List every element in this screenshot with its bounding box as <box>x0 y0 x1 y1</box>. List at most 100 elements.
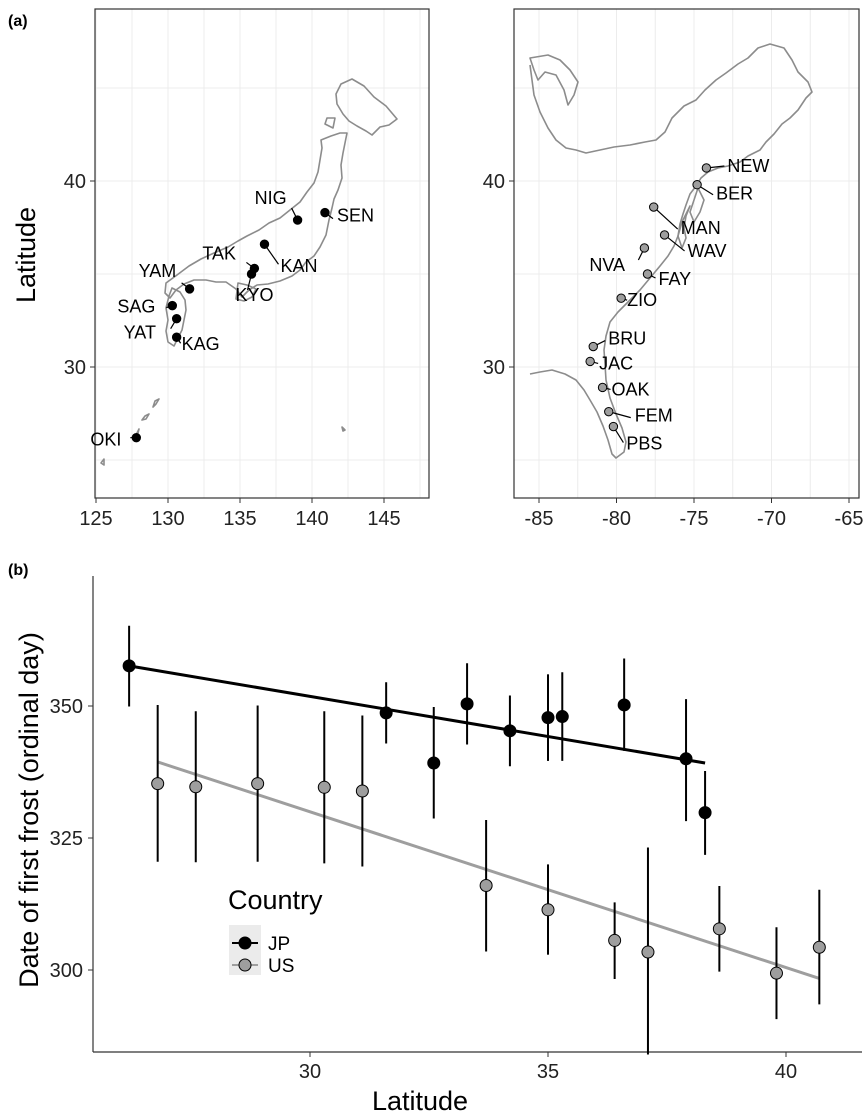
data-point-jp-0 <box>122 659 136 673</box>
x-tick-label: -65 <box>835 508 864 530</box>
data-point-us-11 <box>812 940 826 954</box>
trend-line-us <box>157 760 820 980</box>
site-label-fem: FEM <box>635 406 673 426</box>
x-tick-label: -85 <box>525 508 554 530</box>
site-label-wav: WAV <box>688 241 727 261</box>
site-label-zio: ZIO <box>627 290 657 310</box>
site-label-new: NEW <box>727 156 769 176</box>
site-marker-zio <box>616 293 626 303</box>
site-marker-jac <box>585 356 595 367</box>
site-label-kan: KAN <box>280 256 317 276</box>
site-marker-fay <box>642 269 653 279</box>
site-marker-oki <box>131 432 142 443</box>
x-tick-label: -80 <box>602 508 631 530</box>
site-leader-man <box>653 206 679 230</box>
site-label-sen: SEN <box>337 206 374 226</box>
x-tick-label: -70 <box>757 508 786 530</box>
data-point-us-4 <box>355 784 369 798</box>
x-tick-label: 35 <box>537 1061 559 1083</box>
site-marker-oak <box>597 382 608 393</box>
x-tick-label: 145 <box>367 508 400 530</box>
legend-label-jp: JP <box>268 934 290 955</box>
y-tick-label: 30 <box>64 357 86 379</box>
trend-line-jp <box>128 664 706 765</box>
site-label-jac: JAC <box>599 353 633 373</box>
data-point-us-6 <box>541 903 555 917</box>
site-label-tak: TAK <box>202 243 236 263</box>
site-label-pbs: PBS <box>626 434 662 454</box>
y-tick-label: 30 <box>483 357 505 379</box>
site-marker-sen <box>320 207 330 218</box>
data-point-jp-9 <box>698 806 712 820</box>
x-axis-title: Latitude <box>372 1086 468 1116</box>
site-marker-nva <box>639 243 650 253</box>
site-marker-new <box>701 163 712 173</box>
legend: Country JP US <box>228 885 323 977</box>
x-tick-label: 30 <box>299 1061 321 1083</box>
x-tick-label: 125 <box>79 508 112 530</box>
site-marker-kyo <box>246 269 257 279</box>
data-point-us-1 <box>189 780 203 794</box>
site-marker-kan <box>259 239 270 249</box>
x-tick-label: 135 <box>223 508 256 530</box>
data-point-jp-1 <box>379 706 393 720</box>
legend-item-jp: JP <box>232 934 290 955</box>
y-tick-label: 325 <box>50 828 83 850</box>
y-axis-title: Date of first frost (ordinal day) <box>14 632 44 988</box>
site-marker-wav <box>659 230 670 240</box>
y-tick-label: 40 <box>483 171 505 193</box>
site-label-ber: BER <box>716 184 753 204</box>
legend-title: Country <box>228 885 323 915</box>
data-point-jp-6 <box>555 710 569 724</box>
panel-a-label: (a) <box>8 13 28 30</box>
data-point-jp-7 <box>617 698 631 712</box>
data-point-jp-5 <box>541 711 555 725</box>
site-label-yam: YAM <box>139 261 177 281</box>
site-label-man: MAN <box>681 218 721 238</box>
panel-b-label: (b) <box>8 562 28 579</box>
site-label-sag: SAG <box>117 297 155 317</box>
data-point-us-2 <box>251 777 265 791</box>
site-label-fay: FAY <box>659 269 692 289</box>
y-tick-label: 300 <box>50 960 83 982</box>
data-point-us-9 <box>712 922 726 936</box>
data-point-jp-4 <box>503 724 517 738</box>
site-label-oki: OKI <box>90 430 121 450</box>
map-y-axis-title: Latitude <box>11 207 41 303</box>
x-tick-label: 40 <box>775 1061 797 1083</box>
data-point-us-7 <box>608 933 622 947</box>
x-tick-label: 140 <box>295 508 328 530</box>
data-point-jp-2 <box>427 756 441 770</box>
data-point-us-5 <box>479 879 493 893</box>
site-label-nig: NIG <box>255 188 287 208</box>
data-point-us-3 <box>317 780 331 794</box>
site-label-oak: OAK <box>612 379 650 399</box>
site-marker-man <box>649 202 659 212</box>
site-marker-fem <box>604 406 614 417</box>
site-marker-pbs <box>608 421 619 432</box>
data-point-jp-3 <box>460 697 474 711</box>
data-point-us-10 <box>769 966 783 980</box>
us-coastline <box>529 43 813 459</box>
us-map-panel: -85 -80 -75 -70 -65 30 40 NEW BER MAN WAV NVA FAYZI… <box>483 8 864 530</box>
site-label-yat: YAT <box>124 323 156 343</box>
y-tick-label: 350 <box>50 696 83 718</box>
data-point-us-8 <box>641 945 655 959</box>
data-point-jp-8 <box>679 752 693 766</box>
data-point-us-0 <box>151 777 165 791</box>
site-marker-sag <box>167 300 178 311</box>
japan-map-panel: 125 130 135 140 145 30 40 Latitude NIG SEN TAK KAN… <box>11 8 430 530</box>
x-tick-label: -75 <box>680 508 709 530</box>
site-marker-ber <box>692 180 702 190</box>
frost-date-plot: 30 35 40 300 325 350 Latitude Date of first f… <box>14 576 862 1116</box>
legend-label-us: US <box>268 956 294 977</box>
site-marker-nig <box>292 215 303 225</box>
legend-item-us: US <box>232 956 294 977</box>
site-marker-yam <box>184 284 195 294</box>
site-marker-bru <box>588 341 598 352</box>
y-tick-label: 40 <box>64 171 86 193</box>
site-label-kag: KAG <box>182 334 220 354</box>
site-label-bru: BRU <box>608 329 646 349</box>
site-label-nva: NVA <box>589 255 625 275</box>
